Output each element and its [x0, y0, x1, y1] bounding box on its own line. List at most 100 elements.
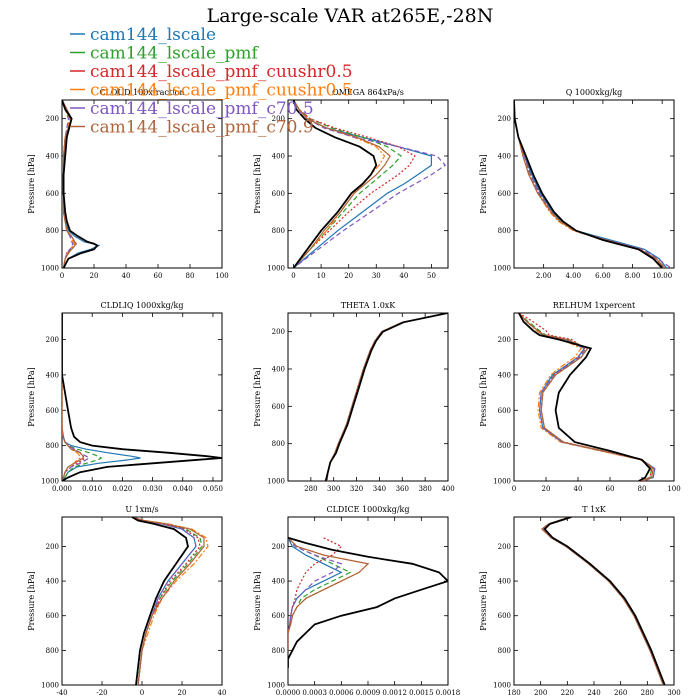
series-line-5 [514, 100, 672, 268]
x-tick-label: 20 [178, 689, 187, 697]
series-line-3 [131, 517, 201, 685]
x-tick-label: 300 [327, 485, 340, 493]
series-line-2 [62, 313, 103, 481]
plot-frame [287, 516, 449, 686]
x-tick-label: 10.00 [652, 272, 672, 280]
x-tick-label: 0.010 [82, 485, 102, 493]
series-line-5 [292, 100, 447, 268]
plot-frame [513, 516, 675, 686]
y-tick-label: 1000 [41, 478, 59, 486]
y-tick-label: 1000 [41, 682, 59, 690]
x-tick-label: 0 [60, 272, 64, 280]
x-tick-label: 360 [396, 485, 409, 493]
legend-label: cam144_lscale_pmf [90, 44, 260, 64]
series-line-black [62, 313, 222, 481]
x-tick-label: 100 [667, 485, 680, 493]
panel-title: THETA 1.0xK [341, 301, 397, 310]
x-tick-label: 280 [641, 689, 654, 697]
x-tick-label: 200 [534, 689, 547, 697]
x-tick-label: 60 [154, 272, 163, 280]
x-tick-label: 20 [542, 485, 551, 493]
y-tick-label: 600 [272, 612, 285, 620]
y-axis-label: Pressure [hPa] [253, 571, 262, 631]
panel-title: T 1xK [582, 505, 606, 514]
y-tick-label: 800 [46, 227, 59, 235]
series-line-3 [326, 313, 448, 481]
y-tick-label: 800 [498, 647, 511, 655]
y-axis-label: Pressure [hPa] [479, 154, 488, 214]
series-line-6 [518, 313, 654, 481]
y-tick-label: 200 [498, 115, 511, 123]
x-tick-label: 0 [140, 689, 144, 697]
series-line-6 [62, 100, 78, 268]
x-tick-label: 260 [614, 689, 627, 697]
y-tick-label: 800 [498, 227, 511, 235]
series-line-black [518, 313, 652, 481]
x-tick-label: 300 [667, 689, 680, 697]
series-line-4 [292, 100, 386, 268]
series-line-6 [288, 537, 370, 651]
panel-title: CLDLIQ 1000xkg/kg [101, 301, 184, 310]
series-line-2 [326, 313, 448, 481]
x-tick-label: 0 [291, 272, 295, 280]
plot-frame [513, 99, 675, 269]
y-tick-label: 400 [46, 578, 59, 586]
x-tick-label: 0.020 [112, 485, 132, 493]
y-tick-label: 600 [272, 190, 285, 198]
x-tick-label: 0.000 [52, 485, 72, 493]
y-tick-label: 400 [498, 153, 511, 161]
x-tick-label: -20 [96, 689, 107, 697]
y-tick-label: 600 [46, 190, 59, 198]
x-tick-label: 50 [427, 272, 436, 280]
series-line-4 [131, 517, 209, 685]
x-tick-label: 340 [373, 485, 386, 493]
series-line-5 [518, 313, 656, 481]
y-tick-label: 800 [46, 647, 59, 655]
y-tick-label: 1000 [493, 265, 511, 273]
x-tick-label: 380 [418, 485, 431, 493]
series-line-6 [326, 313, 448, 481]
y-tick-label: 200 [46, 115, 59, 123]
panel-3: Q 1000xkg/kg Pressure [hPa] 200 400 600 800 10… [479, 88, 675, 280]
y-tick-label: 1000 [267, 478, 285, 486]
x-tick-label: 40 [399, 272, 408, 280]
x-tick-label: 280 [304, 485, 317, 493]
x-tick-label: 0.0006 [329, 689, 354, 697]
series-line-black [514, 100, 663, 268]
x-tick-label: 0.030 [143, 485, 163, 493]
x-tick-label: 2.00 [536, 272, 552, 280]
series-line-5 [326, 313, 448, 481]
x-tick-label: 220 [561, 689, 574, 697]
x-tick-label: 400 [441, 485, 454, 493]
y-tick-label: 800 [46, 442, 59, 450]
y-axis-label: Pressure [hPa] [479, 571, 488, 631]
y-tick-label: 400 [498, 371, 511, 379]
x-tick-label: -40 [56, 689, 67, 697]
series-line-black [288, 536, 448, 668]
series-line-black [62, 100, 99, 268]
series-line-black [324, 313, 448, 481]
y-tick-label: 600 [272, 403, 285, 411]
y-tick-label: 1000 [41, 265, 59, 273]
panel-title: CLOUD 100xfraction [99, 88, 184, 97]
series-line-4 [62, 313, 81, 481]
panel-title: U 1xm/s [125, 505, 158, 514]
y-axis-label: Pressure [hPa] [27, 367, 36, 427]
y-tick-label: 200 [46, 336, 59, 344]
x-tick-label: 20 [344, 272, 353, 280]
x-tick-label: 0.0000 [276, 689, 301, 697]
x-tick-label: 80 [186, 272, 195, 280]
x-tick-label: 40 [218, 689, 227, 697]
y-tick-label: 800 [272, 227, 285, 235]
series-line-6 [292, 100, 391, 268]
figure-title: Large-scale VAR at265E,-28N [207, 5, 494, 27]
series-line-2 [288, 537, 352, 651]
x-tick-label: 320 [350, 485, 363, 493]
series-line-4 [518, 313, 654, 481]
y-axis-label: Pressure [hPa] [253, 154, 262, 214]
y-tick-label: 800 [272, 647, 285, 655]
